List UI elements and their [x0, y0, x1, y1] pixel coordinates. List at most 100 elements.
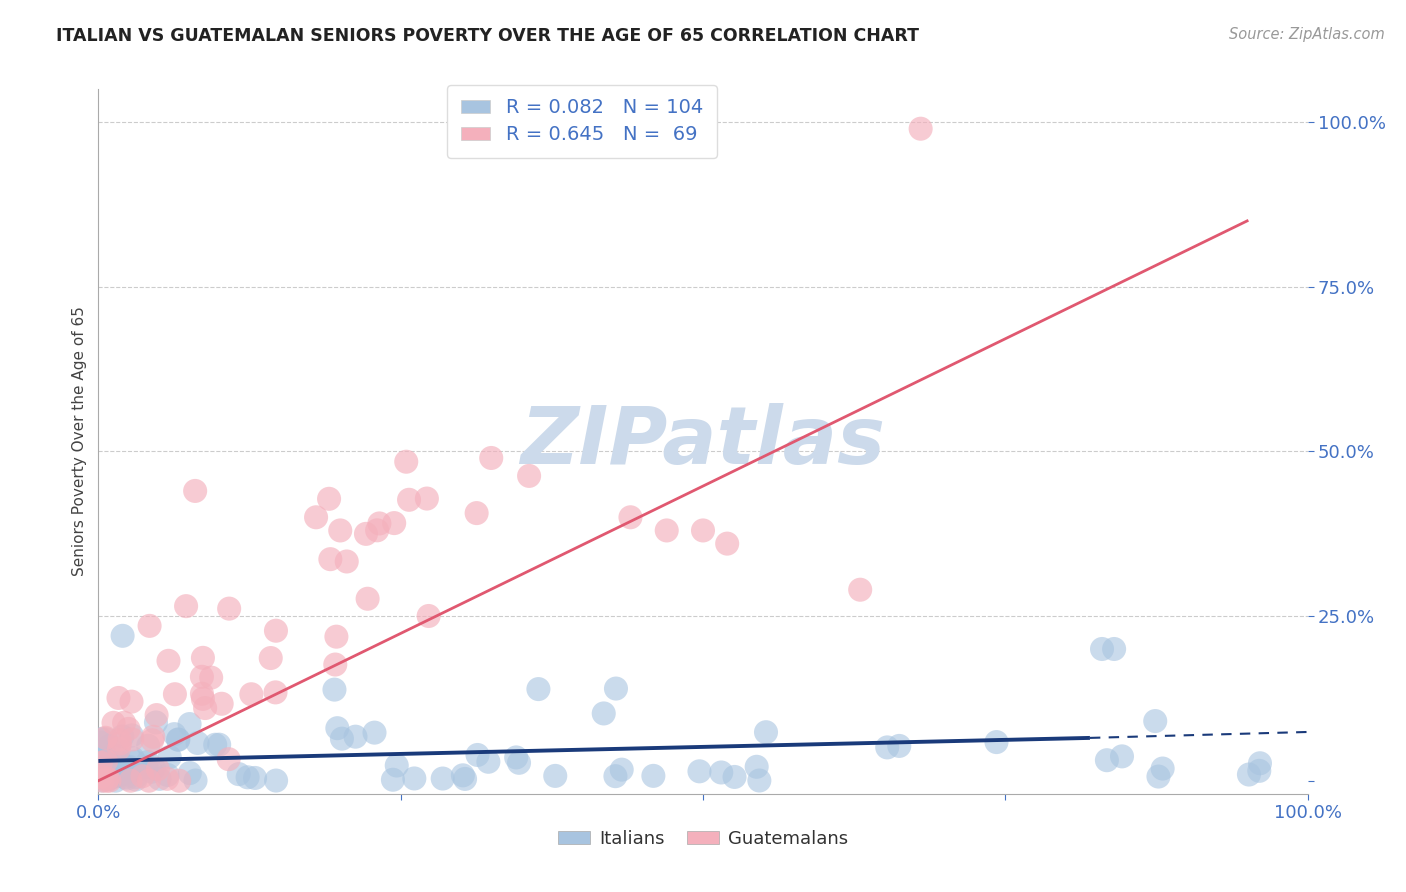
Point [745, 760, 768, 774]
Point [112, 764, 135, 779]
Point [356, 591, 378, 606]
Point [692, 524, 714, 538]
Point [111, 629, 134, 643]
Point [156, 772, 179, 786]
Point [98, 773, 121, 788]
Point [103, 762, 125, 776]
Point [114, 770, 136, 784]
Point [477, 755, 499, 769]
Point [91, 758, 114, 772]
Point [90, 766, 112, 780]
Point [136, 755, 159, 769]
Point [243, 771, 266, 785]
Point [716, 536, 738, 550]
Point [416, 491, 439, 506]
Point [517, 469, 540, 483]
Point [382, 516, 405, 530]
Point [96, 773, 118, 788]
Point [145, 715, 167, 730]
Point [184, 483, 207, 498]
Point [143, 762, 166, 776]
Point [240, 687, 263, 701]
Point [122, 751, 145, 765]
Point [329, 524, 352, 538]
Point [191, 670, 214, 684]
Point [103, 770, 125, 784]
Point [136, 739, 159, 753]
Point [200, 671, 222, 685]
Point [610, 763, 633, 777]
Point [163, 727, 186, 741]
Point [465, 506, 488, 520]
Point [363, 725, 385, 739]
Point [115, 772, 138, 786]
Point [94, 758, 117, 772]
Point [1152, 762, 1174, 776]
Point [986, 735, 1008, 749]
Point [141, 733, 163, 747]
Point [688, 764, 710, 779]
Point [260, 651, 283, 665]
Point [90, 736, 112, 750]
Text: ZIPatlas: ZIPatlas [520, 402, 886, 481]
Point [108, 732, 131, 747]
Point [179, 717, 201, 731]
Point [111, 730, 134, 744]
Point [325, 630, 347, 644]
Point [184, 773, 207, 788]
Point [1095, 753, 1118, 767]
Point [103, 715, 125, 730]
Point [218, 752, 240, 766]
Point [527, 682, 550, 697]
Point [619, 510, 641, 524]
Point [97, 772, 120, 786]
Point [432, 772, 454, 786]
Point [385, 758, 408, 772]
Point [93, 745, 115, 759]
Point [101, 764, 124, 778]
Point [107, 690, 129, 705]
Point [97, 772, 120, 786]
Point [1237, 767, 1260, 781]
Point [110, 762, 132, 776]
Point [191, 691, 214, 706]
Point [454, 772, 477, 786]
Point [125, 770, 148, 784]
Point [366, 524, 388, 538]
Point [194, 701, 217, 715]
Point [710, 765, 733, 780]
Point [108, 764, 131, 778]
Point [876, 740, 898, 755]
Point [187, 736, 209, 750]
Point [141, 764, 163, 779]
Point [1102, 642, 1125, 657]
Point [149, 772, 172, 786]
Point [208, 738, 231, 752]
Point [97, 772, 120, 786]
Point [107, 749, 129, 764]
Point [381, 772, 404, 787]
Point [104, 773, 127, 788]
Point [264, 773, 287, 788]
Point [91, 773, 114, 788]
Point [1147, 770, 1170, 784]
Y-axis label: Seniors Poverty Over the Age of 65: Seniors Poverty Over the Age of 65 [72, 307, 87, 576]
Point [330, 731, 353, 746]
Point [592, 706, 614, 721]
Point [94, 731, 117, 745]
Point [157, 654, 180, 668]
Point [889, 739, 911, 753]
Point [90, 752, 112, 766]
Point [748, 773, 770, 788]
Point [508, 756, 530, 770]
Point [163, 687, 186, 701]
Point [605, 681, 627, 696]
Point [118, 762, 141, 776]
Point [121, 732, 143, 747]
Point [105, 764, 128, 779]
Point [156, 768, 179, 782]
Point [211, 697, 233, 711]
Point [179, 766, 201, 780]
Point [204, 738, 226, 752]
Point [318, 491, 340, 506]
